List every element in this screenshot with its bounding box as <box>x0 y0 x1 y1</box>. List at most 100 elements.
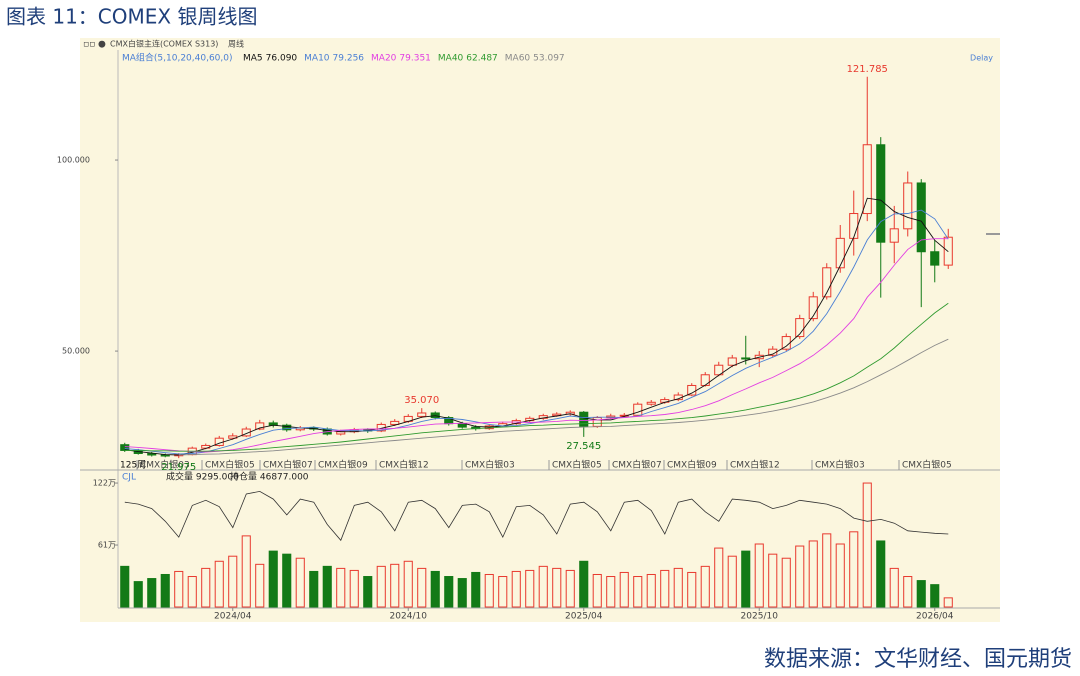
candle-body <box>862 144 872 215</box>
volume-bar <box>322 565 332 608</box>
contract-label: CMX白银09 <box>667 459 717 471</box>
count-label: 125周 <box>120 460 146 471</box>
candle-body <box>160 454 170 457</box>
volume-bar <box>903 576 913 608</box>
candle-body <box>633 403 643 416</box>
volume-bar <box>889 567 899 608</box>
volume-bar <box>862 482 872 608</box>
volume-bar <box>282 553 292 608</box>
volume-bar <box>363 576 373 608</box>
candle-body <box>835 237 845 269</box>
contract-label: CMX白银12 <box>379 459 429 471</box>
candle-body <box>592 417 602 427</box>
volume-bar <box>187 576 197 608</box>
candle-body <box>795 318 805 338</box>
ma-value: 76.090 <box>266 54 298 64</box>
candle-body <box>741 357 751 360</box>
high-label: 121.785 <box>847 64 888 75</box>
volume-bar <box>714 547 724 608</box>
contract-label: CMX白银12 <box>730 459 780 471</box>
candle-body <box>876 144 886 243</box>
volume-bar <box>430 570 440 608</box>
volume-bar <box>727 555 737 608</box>
volume-bar <box>606 576 616 608</box>
symbol-header: CMX白银主连(COMEX S313) <box>110 39 218 49</box>
volume-bar <box>417 567 427 608</box>
volume-bar <box>673 567 683 608</box>
volume-bar <box>741 550 751 608</box>
y-tick-label: 100.000 <box>57 156 90 165</box>
ma-name: MA20 <box>371 54 397 64</box>
candle-body <box>579 411 589 427</box>
ma-value: 79.256 <box>333 54 365 64</box>
ma-line <box>124 302 949 452</box>
ma-value: 53.097 <box>533 54 565 64</box>
ma-name: MA5 <box>243 54 263 64</box>
candle-body <box>241 428 251 437</box>
volume-bar <box>876 540 886 608</box>
candle-body <box>417 412 427 417</box>
volume-bar <box>552 567 562 608</box>
volume-bar <box>201 567 211 608</box>
high-label: 35.070 <box>404 395 439 406</box>
period: 周线 <box>228 39 244 49</box>
volume-bar <box>579 560 589 608</box>
candle-body <box>916 182 926 253</box>
volume-bar <box>457 578 467 608</box>
volume-bar <box>309 570 319 608</box>
volume-bar <box>511 570 521 608</box>
volume-bar <box>943 597 953 608</box>
ma-line <box>124 197 949 456</box>
volume-bar <box>484 573 494 608</box>
volume-bar <box>525 569 535 608</box>
volume-bar <box>498 576 508 608</box>
figure-title: 图表 11：COMEX 银周线图 <box>6 5 257 29</box>
volume-bar <box>228 555 238 608</box>
candle-body <box>822 267 832 298</box>
ma-line <box>178 338 949 456</box>
contract-label: CMX白银03 <box>140 459 190 471</box>
volume-bar <box>160 573 170 608</box>
volume-bar <box>336 567 346 608</box>
volume-bar <box>295 557 305 608</box>
contract-label: CMX白银07 <box>612 459 662 471</box>
volume-bar <box>687 571 697 608</box>
candle-body <box>700 374 710 386</box>
delay: Delay <box>970 54 993 63</box>
candle-body <box>457 423 467 428</box>
volume-bar <box>538 565 548 608</box>
volume-bar <box>120 565 130 608</box>
contract-label: CMX白银07 <box>263 459 313 471</box>
volume-bar <box>808 540 818 608</box>
volume-bar <box>822 533 832 608</box>
volume-bar <box>930 584 940 608</box>
contract-label: CMX白银05 <box>205 459 255 471</box>
volume-bar <box>390 563 400 608</box>
candle-body <box>849 213 859 239</box>
ma-name: MA40 <box>438 54 464 64</box>
contract-label: CMX白银05 <box>902 459 952 471</box>
chart-panel <box>80 38 1000 622</box>
volume-bar <box>133 581 143 608</box>
volume-label: 成交量 9295.000 <box>166 471 239 483</box>
low-label: 21.975 <box>161 462 196 473</box>
icon: ▫▫ ● <box>83 40 106 50</box>
candle-body <box>282 424 292 431</box>
candle-body <box>781 336 791 350</box>
volume-bar <box>849 531 859 608</box>
volume-bar <box>268 550 278 608</box>
ma-line <box>124 238 949 453</box>
x-tick-label: 2024/04 <box>214 612 252 622</box>
ma-value: 79.351 <box>399 54 431 64</box>
volume-bar <box>255 563 265 608</box>
volume-bar <box>403 560 413 608</box>
contract-label: CMX白银05 <box>552 459 602 471</box>
volume-bar <box>633 576 643 608</box>
volume-y-tick-label: 122万 <box>93 479 116 488</box>
x-tick-label: 2024/10 <box>390 612 428 622</box>
ma-name: MA10 <box>304 54 330 64</box>
x-tick-label: 2025/04 <box>565 612 603 622</box>
price-marker <box>986 233 1000 235</box>
volume-bar <box>214 560 224 608</box>
